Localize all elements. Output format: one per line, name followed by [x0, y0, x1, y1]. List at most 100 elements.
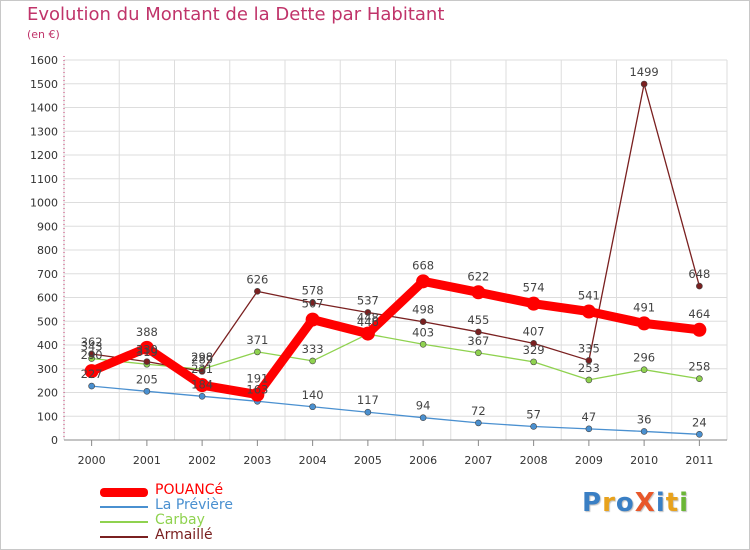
legend-label: Armaillé: [155, 527, 213, 543]
data-label: 47: [582, 410, 597, 424]
data-label: 205: [136, 372, 158, 386]
y-tick-label: 1400: [30, 102, 58, 115]
data-label: 140: [302, 388, 324, 402]
data-label: 330: [136, 343, 158, 357]
data-label: 94: [416, 399, 431, 413]
data-point: [198, 368, 206, 375]
series-line-POUANCé: [87, 276, 704, 400]
data-label: 367: [467, 334, 489, 348]
data-label: 507: [302, 297, 324, 311]
data-label: 335: [578, 341, 600, 355]
legend-label: POUANCé: [155, 482, 224, 498]
data-point: [581, 304, 596, 319]
y-tick-label: 800: [37, 244, 58, 257]
y-tick-label: 700: [37, 268, 58, 281]
legend-label: La Prévière: [155, 497, 233, 513]
data-label: 668: [412, 258, 434, 272]
legend-swatch: [100, 536, 148, 538]
data-point: [640, 80, 648, 88]
data-label: 298: [191, 350, 213, 364]
data-label: 253: [578, 361, 600, 375]
series-line-La Prévière: [90, 385, 701, 435]
data-point: [364, 309, 372, 316]
x-tick-label: 2007: [464, 454, 492, 467]
x-tick-label: 2004: [299, 454, 327, 467]
data-point: [475, 419, 482, 427]
data-point: [637, 316, 652, 331]
data-label: 289: [191, 352, 213, 366]
data-label: 362: [81, 335, 103, 349]
data-point: [309, 357, 316, 365]
data-label: 290: [81, 348, 103, 362]
data-point: [305, 312, 320, 327]
x-tick-label: 2008: [520, 454, 548, 467]
data-point: [640, 366, 648, 374]
chart-title: Evolution du Montant de la Dette par Hab…: [27, 4, 445, 25]
data-point: [530, 340, 537, 347]
data-point: [360, 326, 375, 341]
data-label: 388: [136, 325, 158, 339]
data-point: [696, 282, 703, 290]
data-point: [254, 288, 261, 295]
data-point: [475, 349, 482, 357]
data-label: 491: [633, 300, 655, 314]
data-label: 498: [412, 303, 434, 317]
data-label: 446: [357, 315, 379, 329]
data-label: 574: [523, 281, 545, 295]
y-tick-label: 1600: [30, 54, 58, 67]
data-label: 227: [81, 367, 103, 381]
chart-subtitle: (en €): [27, 28, 60, 41]
data-point: [139, 340, 154, 355]
data-label: 343: [81, 340, 103, 354]
data-label: 455: [467, 313, 489, 327]
data-point: [475, 328, 482, 336]
data-point: [195, 378, 210, 393]
data-point: [692, 322, 707, 337]
data-point: [526, 296, 541, 311]
data-point: [143, 388, 151, 395]
data-label: 24: [692, 415, 707, 429]
y-tick-label: 100: [37, 410, 58, 423]
data-point: [416, 274, 431, 289]
data-point: [254, 348, 261, 356]
data-point: [309, 403, 316, 411]
data-point: [585, 376, 593, 384]
data-label: 626: [246, 272, 268, 286]
y-tick-label: 0: [51, 434, 58, 447]
data-label: 36: [637, 412, 652, 426]
legend-swatch: [100, 487, 148, 497]
x-tick-label: 2003: [243, 454, 271, 467]
y-tick-label: 600: [37, 292, 58, 305]
y-tick-label: 1500: [30, 78, 58, 91]
data-label: 184: [191, 377, 213, 391]
grid: [63, 59, 728, 441]
data-point: [88, 350, 95, 358]
series-line-Carbay: [90, 333, 701, 381]
x-tick-label: 2011: [685, 454, 713, 467]
data-label: 231: [191, 362, 213, 376]
data-label: 57: [526, 407, 541, 421]
data-label: 648: [688, 267, 710, 281]
data-label: 403: [412, 325, 434, 339]
y-tick-label: 300: [37, 363, 58, 376]
data-label: 72: [471, 404, 486, 418]
data-point: [364, 408, 372, 416]
data-point: [84, 364, 99, 379]
data-point: [471, 285, 486, 300]
data-label: 371: [246, 333, 268, 347]
data-point: [143, 358, 151, 365]
data-point: [419, 318, 427, 326]
y-tick-label: 900: [37, 220, 58, 233]
data-label: 319: [136, 345, 158, 359]
data-label: 407: [523, 324, 545, 338]
data-label: 258: [688, 360, 710, 374]
y-tick-label: 200: [37, 387, 58, 400]
legend-swatch: [100, 506, 148, 508]
y-tick-label: 1200: [30, 149, 58, 162]
data-label: 622: [467, 269, 489, 283]
data-label: 296: [633, 351, 655, 365]
y-tick-label: 400: [37, 339, 58, 352]
y-tick-label: 1100: [30, 173, 58, 186]
